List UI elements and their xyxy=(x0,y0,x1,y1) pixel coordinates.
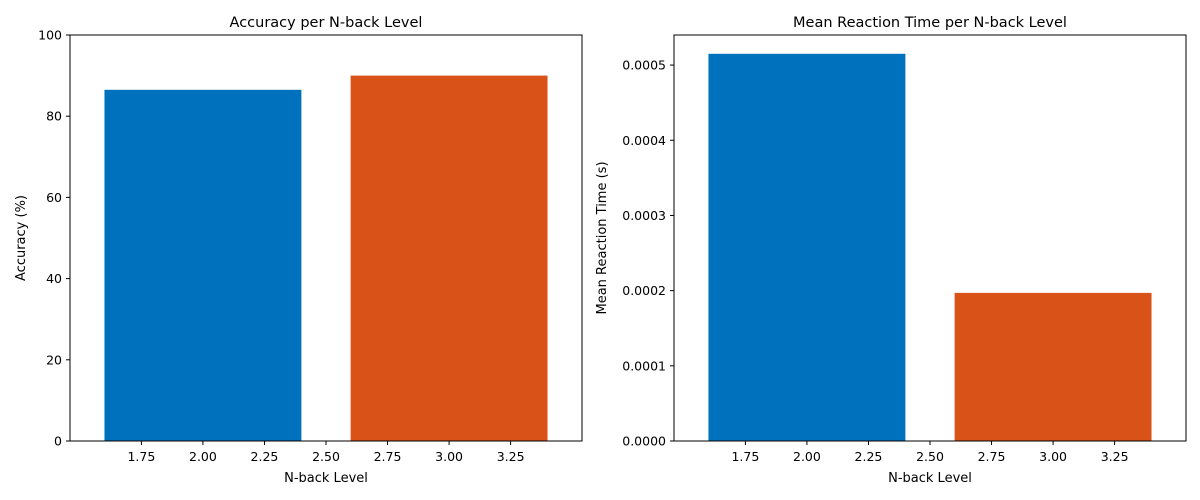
y-tick-label: 0.0000 xyxy=(622,434,666,449)
x-tick-label: 3.00 xyxy=(435,449,463,464)
y-tick-label: 0.0002 xyxy=(622,283,666,298)
x-tick-label: 1.75 xyxy=(731,449,759,464)
x-tick-label: 2.50 xyxy=(916,449,944,464)
reaction-time-chart: Mean Reaction Time per N-back Level N-ba… xyxy=(595,15,1187,486)
bar-3 xyxy=(954,292,1152,441)
y-tick-label: 0.0003 xyxy=(622,208,666,223)
x-ticks: 1.75 2.00 2.25 2.50 2.75 3.00 3.25 xyxy=(127,441,525,464)
x-tick-label: 2.75 xyxy=(374,449,402,464)
x-tick-label: 2.25 xyxy=(855,449,883,464)
y-tick-label: 0.0005 xyxy=(622,58,666,73)
bars-layer xyxy=(708,53,1152,441)
x-tick-label: 2.00 xyxy=(793,449,821,464)
chart-title: Accuracy per N-back Level xyxy=(230,15,423,31)
x-ticks: 1.75 2.00 2.25 2.50 2.75 3.00 3.25 xyxy=(731,441,1129,464)
x-tick-label: 3.25 xyxy=(1101,449,1129,464)
bar-2 xyxy=(104,89,302,441)
y-tick-label: 80 xyxy=(46,109,62,124)
bars-layer xyxy=(104,75,548,441)
accuracy-chart: Accuracy per N-back Level N-back Level A… xyxy=(14,15,583,486)
y-tick-label: 40 xyxy=(46,271,62,286)
y-axis-label: Accuracy (%) xyxy=(14,195,29,281)
y-ticks: 0 20 40 60 80 100 xyxy=(38,28,70,449)
y-axis-label: Mean Reaction Time (s) xyxy=(595,161,610,314)
y-ticks: 0.0000 0.0001 0.0002 0.0003 0.0004 0.0005 xyxy=(622,58,674,449)
x-tick-label: 2.50 xyxy=(312,449,340,464)
y-tick-label: 0 xyxy=(54,434,62,449)
x-tick-label: 2.75 xyxy=(978,449,1006,464)
x-tick-label: 2.25 xyxy=(251,449,279,464)
chart-title: Mean Reaction Time per N-back Level xyxy=(793,15,1067,31)
y-tick-label: 0.0001 xyxy=(622,358,666,373)
x-tick-label: 3.00 xyxy=(1039,449,1067,464)
x-axis-label: N-back Level xyxy=(888,471,972,486)
y-tick-label: 0.0004 xyxy=(622,133,666,148)
x-tick-label: 2.00 xyxy=(189,449,217,464)
bar-3 xyxy=(350,75,548,441)
y-tick-label: 100 xyxy=(38,28,62,43)
x-tick-label: 3.25 xyxy=(497,449,525,464)
x-axis-label: N-back Level xyxy=(284,471,368,486)
x-tick-label: 1.75 xyxy=(127,449,155,464)
bar-2 xyxy=(708,53,906,441)
y-tick-label: 20 xyxy=(46,352,62,367)
y-tick-label: 60 xyxy=(46,190,62,205)
